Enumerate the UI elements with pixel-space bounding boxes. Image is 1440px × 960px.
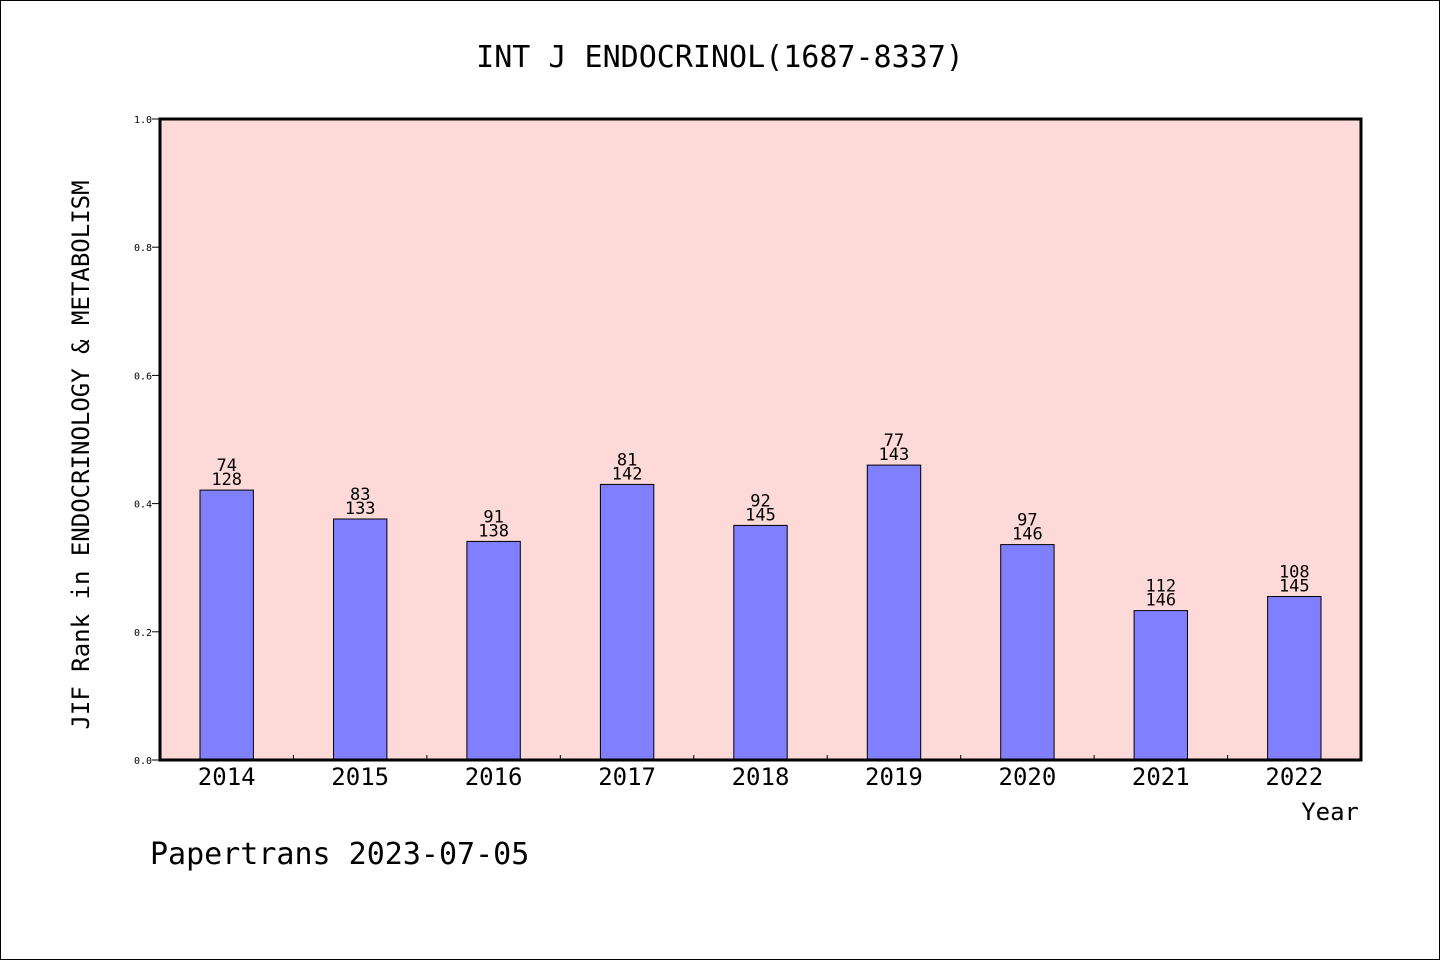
bar-2022	[1267, 596, 1322, 761]
x-tick-label-2015: 2015	[331, 763, 389, 791]
plot-border	[158, 117, 1363, 762]
y-tick-label-0.2: 0.2	[134, 628, 152, 639]
footer-source: Papertrans 2023-07-05	[150, 837, 529, 872]
bar-rank-label-2020: 97	[1017, 511, 1037, 531]
bar-rank-label-2014: 74	[216, 456, 236, 476]
bar-2021	[1133, 610, 1188, 761]
x-tick-label-2021: 2021	[1132, 763, 1190, 791]
x-tick-label-2016: 2016	[465, 763, 523, 791]
x-tick-label-2017: 2017	[598, 763, 656, 791]
bar-rank-label-2022: 108	[1279, 563, 1310, 583]
bar-rank-label-2016: 91	[483, 507, 503, 527]
x-axis-label: Year	[1301, 798, 1359, 826]
bar-rank-label-2019: 77	[884, 431, 904, 451]
bar-total-label-2018: 145	[745, 505, 776, 525]
bar-2015	[333, 518, 388, 761]
axis-layer: 2014 2015 2016 2017 2018 2019 2020 2021 2022 0.0 0…	[134, 115, 1323, 791]
bar-rank-label-2021: 112	[1145, 577, 1176, 597]
bar-total-label-2019: 143	[879, 445, 910, 465]
y-tick-label-0.6: 0.6	[134, 371, 152, 382]
chart-title: INT J ENDOCRINOL(1687-8337)	[476, 40, 964, 75]
bar-total-label-2017: 142	[612, 464, 643, 484]
bar-rank-label-2017: 81	[617, 450, 637, 470]
bar-rank-label-2015: 83	[350, 485, 370, 505]
bar-2016	[466, 540, 521, 761]
y-tick-label-0.8: 0.8	[134, 243, 152, 254]
bar-total-label-2022: 145	[1279, 577, 1310, 597]
bar-2020	[1000, 544, 1055, 761]
y-axis-label: JIF Rank in ENDOCRINOLOGY & METABOLISM	[67, 180, 95, 729]
bar-rank-label-2018: 92	[750, 491, 770, 511]
x-tick-label-2020: 2020	[999, 763, 1057, 791]
bar-total-label-2016: 138	[478, 521, 509, 541]
bar-total-label-2015: 133	[345, 499, 376, 519]
bar-2018	[733, 524, 788, 761]
x-tick-label-2019: 2019	[865, 763, 923, 791]
bar-total-label-2014: 128	[211, 470, 242, 490]
y-tick-label-1.0: 1.0	[134, 115, 152, 126]
bar-2019	[866, 464, 922, 761]
bar-2014	[199, 489, 254, 761]
x-tick-label-2022: 2022	[1265, 763, 1323, 791]
bar-total-label-2020: 146	[1012, 525, 1043, 545]
x-tick-label-2014: 2014	[198, 763, 256, 791]
bar-total-label-2021: 146	[1145, 591, 1176, 611]
y-tick-label-0.0: 0.0	[134, 756, 152, 767]
bar-2017	[599, 483, 655, 761]
y-tick-label-0.4: 0.4	[134, 500, 152, 511]
x-tick-label-2018: 2018	[732, 763, 790, 791]
